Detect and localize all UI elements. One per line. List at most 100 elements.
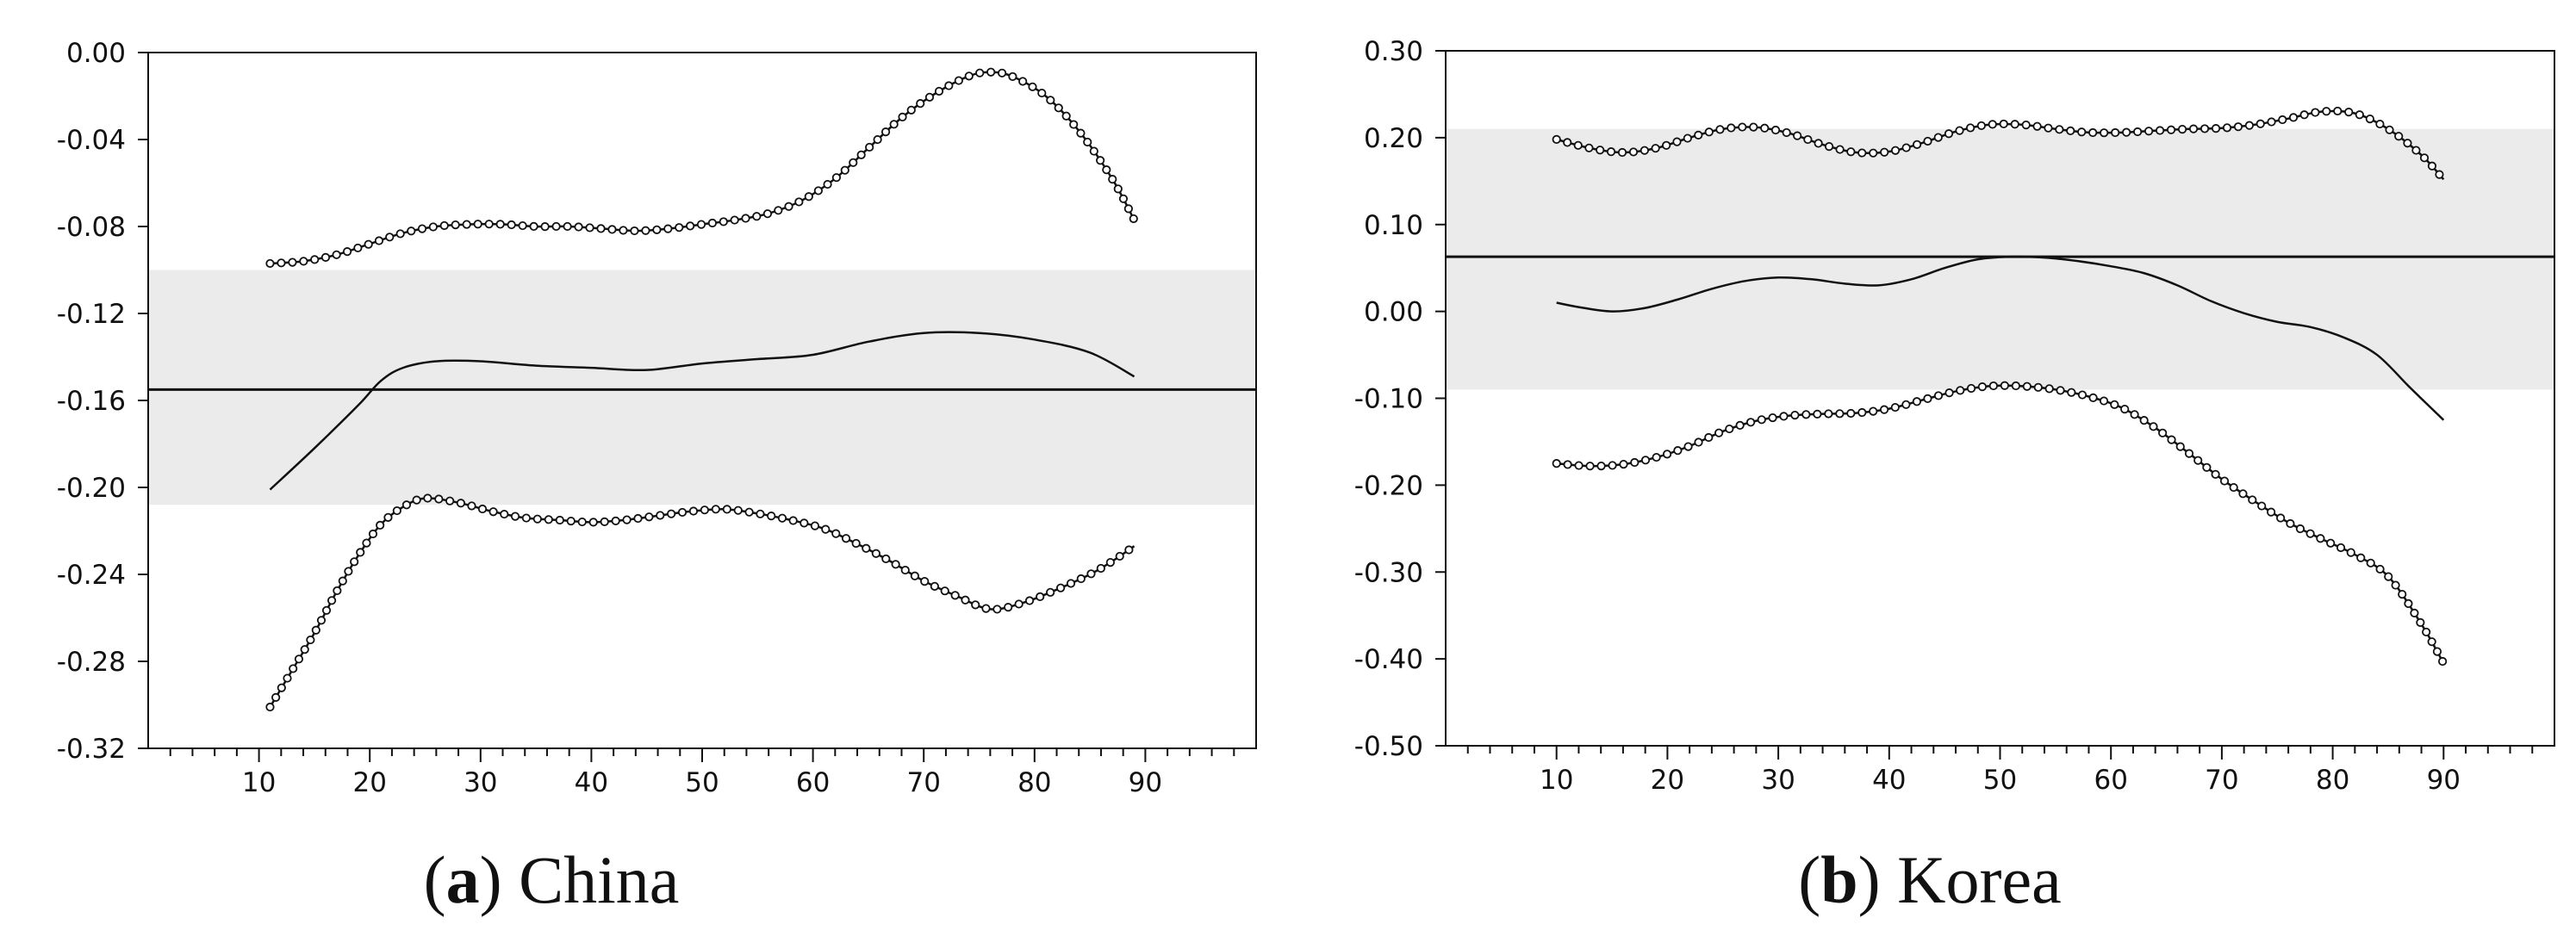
china-upper-marker [299, 257, 308, 266]
china-lower-marker [423, 493, 432, 503]
china-lower-marker [344, 567, 353, 576]
china-upper-marker [484, 220, 494, 229]
china-lower-marker [577, 517, 587, 527]
korea-upper-marker [1966, 123, 1976, 133]
korea-lower-marker [2257, 501, 2267, 511]
china-upper-marker [353, 243, 363, 253]
china-upper-marker [675, 223, 684, 233]
korea-lower-marker [2056, 386, 2065, 395]
china-x-tick-label: 40 [575, 767, 608, 798]
china-lower-marker [356, 548, 365, 557]
korea-lower-marker [1813, 409, 1822, 419]
korea-upper-marker [2044, 123, 2053, 133]
china-upper-marker [774, 206, 783, 215]
korea-lower-marker [1988, 381, 1998, 391]
korea-lower-marker [1912, 397, 1922, 406]
china-lower-marker [383, 512, 393, 522]
korea-upper-marker [1988, 120, 1997, 129]
china-upper-marker [641, 226, 650, 235]
china-lower-marker [1105, 557, 1115, 568]
china-y-tick-label: -0.08 [57, 212, 126, 243]
korea-upper-marker [1803, 134, 1813, 145]
china-lower-marker [950, 591, 960, 600]
korea-lower-marker [1890, 402, 1900, 412]
korea-lower-marker [1574, 461, 1584, 470]
china-upper-marker [889, 120, 899, 129]
korea-upper-marker [1617, 147, 1627, 158]
korea-y-tick-label: -0.20 [1354, 470, 1423, 501]
korea-upper-marker [1584, 143, 1594, 152]
china-upper-marker [964, 71, 974, 81]
china-upper-marker [551, 221, 561, 232]
china-lower-marker [700, 506, 709, 515]
china-lower-marker [434, 494, 444, 504]
korea-lower-marker [1596, 461, 1606, 471]
china-upper-marker [1028, 82, 1037, 91]
china-x-tick-label: 10 [242, 767, 276, 798]
korea-upper-marker [2010, 120, 2019, 129]
china-lower-marker [900, 565, 910, 575]
china-upper-marker [310, 255, 320, 264]
korea-lower-marker [1846, 408, 1856, 419]
china-upper-marker [1037, 88, 1047, 98]
china-lower-marker [544, 515, 553, 524]
china-upper-marker [585, 223, 594, 233]
china-y-tick-label: -0.16 [57, 386, 126, 417]
china-lower-marker [810, 521, 820, 530]
korea-lower-marker [2276, 513, 2286, 523]
korea-upper-marker [1662, 140, 1671, 150]
korea-upper-marker [2311, 108, 2320, 117]
china-upper-marker [916, 99, 925, 109]
china-upper-marker [439, 220, 449, 231]
china-lower-marker [1124, 545, 1134, 555]
korea-upper-marker [1846, 147, 1856, 157]
china-upper-marker [975, 68, 985, 78]
china-upper-marker [332, 250, 341, 259]
china-upper-marker [1083, 137, 1092, 147]
korea-lower-marker [2267, 507, 2276, 517]
china-upper-marker [395, 229, 405, 239]
korea-lower-marker [1552, 459, 1561, 468]
korea-lower-marker [1619, 459, 1628, 469]
korea-upper-marker [1869, 148, 1878, 158]
china-band [148, 270, 1256, 506]
korea-upper-marker [2144, 127, 2154, 136]
china-upper-marker [813, 186, 823, 195]
china-x-tick-label: 70 [906, 767, 940, 798]
korea-lower-marker [2410, 608, 2419, 617]
korea-lower-marker [1835, 409, 1845, 419]
china-upper-marker [342, 247, 352, 257]
korea-upper-marker [2256, 119, 2265, 128]
korea-upper-marker [1793, 131, 1802, 140]
korea-upper-marker [1999, 119, 2008, 129]
china-upper-marker [607, 225, 617, 234]
china-lower-marker [910, 571, 919, 580]
china-upper-marker [752, 212, 762, 221]
korea-lower-marker [1768, 412, 1777, 423]
china-x-tick-label: 30 [464, 767, 497, 798]
china-lower-marker [920, 577, 930, 586]
china-lower-marker [881, 554, 891, 564]
korea-lower-marker [1704, 432, 1714, 443]
korea-lower-marker [2427, 637, 2436, 647]
china-estimate-line [269, 331, 1136, 491]
korea-upper-marker [2177, 125, 2187, 134]
china-lower-marker [294, 654, 304, 664]
korea-lower-marker [2336, 543, 2346, 553]
korea-lower-marker [2044, 384, 2054, 394]
korea-lower-marker [1735, 420, 1745, 431]
korea-lower-marker [1673, 446, 1683, 456]
korea-upper-marker [1901, 143, 1911, 152]
korea-upper-marker [2222, 123, 2232, 133]
korea-upper-marker [2322, 107, 2331, 116]
korea-y-tick-label: -0.30 [1354, 557, 1423, 588]
korea-y-tick-label: 0.00 [1364, 297, 1423, 328]
china-lower-marker [277, 683, 286, 692]
korea-lower-marker [2432, 647, 2442, 656]
korea-lower-marker [1956, 386, 1965, 395]
korea-upper-marker [2411, 146, 2421, 155]
korea-lower-marker [2184, 449, 2194, 458]
korea-lower-marker [2384, 572, 2393, 581]
china-lower-marker [1096, 563, 1105, 574]
china-x-tick-label: 90 [1129, 767, 1162, 798]
